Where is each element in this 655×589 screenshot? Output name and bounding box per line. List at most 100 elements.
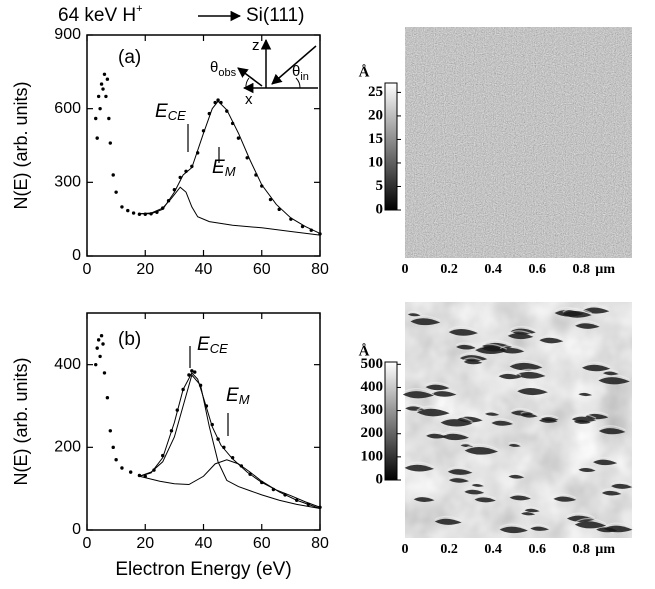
afm-ridge [416,405,450,412]
title-sup: + [136,3,142,15]
afm-pit [517,388,548,396]
afm-pit [601,490,622,496]
afm-pit [440,419,473,427]
annotation-text: x [245,91,253,108]
afm-pit [405,406,424,411]
afm-pit [598,377,630,385]
afm-ridge [509,492,532,498]
afm-ridge [499,345,525,350]
annotation: EM [212,157,236,179]
annotation: (b) [118,329,141,350]
afm-ridge [516,384,549,391]
colorbar-tick-label: 200 [361,425,384,441]
data-point [190,369,194,373]
annotation-sub: M [225,164,236,179]
data-point [108,141,113,145]
afm-ridge [499,523,529,530]
afm-ridge [464,487,485,492]
colorbar-unit: Å [359,64,370,80]
afm-ridge [447,466,473,472]
inset-incoming [271,45,317,85]
x-tick-label: 80 [311,261,329,278]
fit-curve [139,373,321,509]
inset-outgoing [237,67,263,87]
afm-pit [578,392,593,397]
afm-ridge [474,343,508,350]
annotation: EM [226,385,250,407]
afm-ridge [471,481,485,485]
annotation-sub: CE [168,108,186,123]
title-text: 64 keV H [58,5,136,26]
afm-ridge [404,403,425,408]
colorbar-tick-label: 400 [361,379,384,395]
afm-ridge [574,320,600,326]
annotation: x [245,91,253,108]
afm-pit [585,413,609,420]
annotation-text: (a) [118,47,141,68]
afm-pit [434,518,462,525]
afm-pit [516,371,546,379]
afm-x-tick-label: 0 [402,542,409,557]
afm-pit [508,444,521,447]
afm-ridge [410,315,441,321]
afm-pit [447,469,473,475]
data-point [96,94,101,99]
data-point [99,334,104,338]
afm-ridge [425,381,450,387]
colorbar-tick-label: 100 [361,448,384,464]
afm-pit [431,391,457,397]
afm-x-tick-label: 0.6 [528,542,546,557]
afm-pit [507,333,534,340]
afm-pit [562,311,592,318]
data-point [101,342,105,346]
plot-frame [86,34,321,257]
y-tick-label: 0 [72,247,81,264]
x-tick-label: 0 [83,261,92,278]
afm-pit [611,483,633,489]
data-point [120,466,124,470]
colorbar [384,361,398,481]
afm-ridge [524,506,540,510]
afm-ridge [407,310,421,315]
afm-pit [602,371,619,376]
colorbar [384,82,398,211]
data-point [95,346,99,350]
data-point [98,354,102,359]
data-point [102,371,107,375]
colorbar-tick-label: 0 [376,471,384,487]
annotation: z [252,37,260,54]
afm-ridge [498,371,522,376]
data-point [216,98,220,102]
afm-x-tick-label: 0.4 [484,542,502,557]
data-point [102,72,107,76]
afm-ridge [455,342,477,347]
afm-x-tick-label: 0.8 [573,262,591,277]
afm-pit [426,433,447,439]
data-point [101,87,105,91]
afm-ridge [592,456,618,462]
afm-pit [581,364,611,372]
afm-ridge [610,481,633,486]
afm-pit [402,391,434,399]
data-point [126,208,130,213]
x-tick-label: 60 [253,535,271,552]
afm-ridge [509,359,543,366]
annotation-text: E [155,101,168,122]
afm-ridge [553,493,577,499]
afm-ridge [491,418,514,423]
afm-pit [475,346,507,355]
afm-ridge [598,425,626,431]
data-point [94,362,98,367]
afm-ridge [440,415,473,423]
y-axis-label: N(E) (arb. units) [11,81,31,209]
data-point [95,136,99,140]
annotation-text: E [197,334,210,355]
afm-unit: µm [595,262,615,277]
afm-ridge [578,465,596,470]
figure-title: 64 keV H+ [58,3,143,26]
afm-x-tick-label: 0.2 [440,262,458,277]
x-tick-label: 40 [195,535,213,552]
y-tick-label: 200 [54,439,81,456]
afm-ridge [574,517,607,525]
